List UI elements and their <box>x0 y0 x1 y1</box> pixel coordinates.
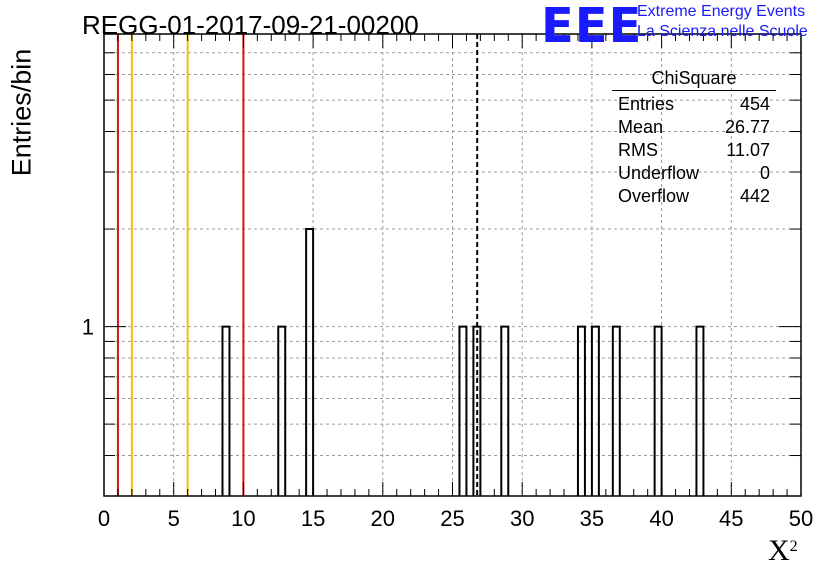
stats-row-overflow: Overflow 442 <box>612 185 776 208</box>
x-tick-label: 30 <box>510 506 534 531</box>
stats-value: 11.07 <box>726 140 770 160</box>
stats-title: ChiSquare <box>612 66 776 91</box>
histogram-bar <box>653 325 663 496</box>
eee-logo: EEE <box>541 0 643 54</box>
x-axis-label-exponent: 2 <box>789 538 798 555</box>
stats-value: 454 <box>739 94 770 114</box>
stats-value: 26.77 <box>724 117 770 137</box>
x-axis-label: X2 <box>768 534 798 568</box>
histogram-bar <box>576 325 586 496</box>
x-tick-label: 35 <box>580 506 604 531</box>
x-tick-label: 0 <box>98 506 110 531</box>
x-tick-label: 50 <box>789 506 813 531</box>
stats-label: Entries <box>618 94 675 114</box>
x-tick-label: 40 <box>649 506 673 531</box>
x-tick-label: 15 <box>301 506 325 531</box>
histogram-bar <box>305 228 315 496</box>
stats-label: RMS <box>618 140 658 160</box>
x-tick-label: 10 <box>231 506 255 531</box>
x-tick-label: 45 <box>719 506 743 531</box>
x-tick-label: 25 <box>440 506 464 531</box>
logo-caption: Extreme Energy Events La Scienza nelle S… <box>637 2 808 42</box>
histogram-bar <box>458 325 468 496</box>
histogram-bar <box>590 325 600 496</box>
stats-value: 0 <box>759 163 770 183</box>
y-axis-label: Entries/bin <box>6 48 37 177</box>
stats-box: ChiSquare Entries 454 Mean 26.77 RMS 11.07 Und… <box>612 66 776 208</box>
stats-label: Mean <box>618 117 664 137</box>
stats-row-underflow: Underflow 0 <box>612 162 776 185</box>
stats-row-mean: Mean 26.77 <box>612 116 776 139</box>
stats-row-rms: RMS 11.07 <box>612 139 776 162</box>
stats-value: 442 <box>739 186 770 206</box>
chart-title: REGG-01-2017-09-21-00200 <box>82 10 419 40</box>
histogram-bar <box>611 325 621 496</box>
histogram-bar <box>500 325 510 496</box>
stats-row-entries: Entries 454 <box>612 93 776 116</box>
histogram-bar <box>221 325 231 496</box>
x-tick-label: 20 <box>371 506 395 531</box>
histogram-bar <box>695 325 705 496</box>
stats-label: Underflow <box>618 163 700 183</box>
logo-line-1: Extreme Energy Events <box>637 3 806 20</box>
y-tick-label: 1 <box>82 315 94 340</box>
stats-rows: Entries 454 Mean 26.77 RMS 11.07 Underflow 0 Ove… <box>612 93 776 208</box>
stats-label: Overflow <box>618 186 690 206</box>
x-axis-label-base: X <box>768 534 790 567</box>
histogram-bar <box>277 325 287 496</box>
x-tick-label: 5 <box>168 506 180 531</box>
logo-line-2: La Scienza nelle Scuole <box>637 23 808 40</box>
